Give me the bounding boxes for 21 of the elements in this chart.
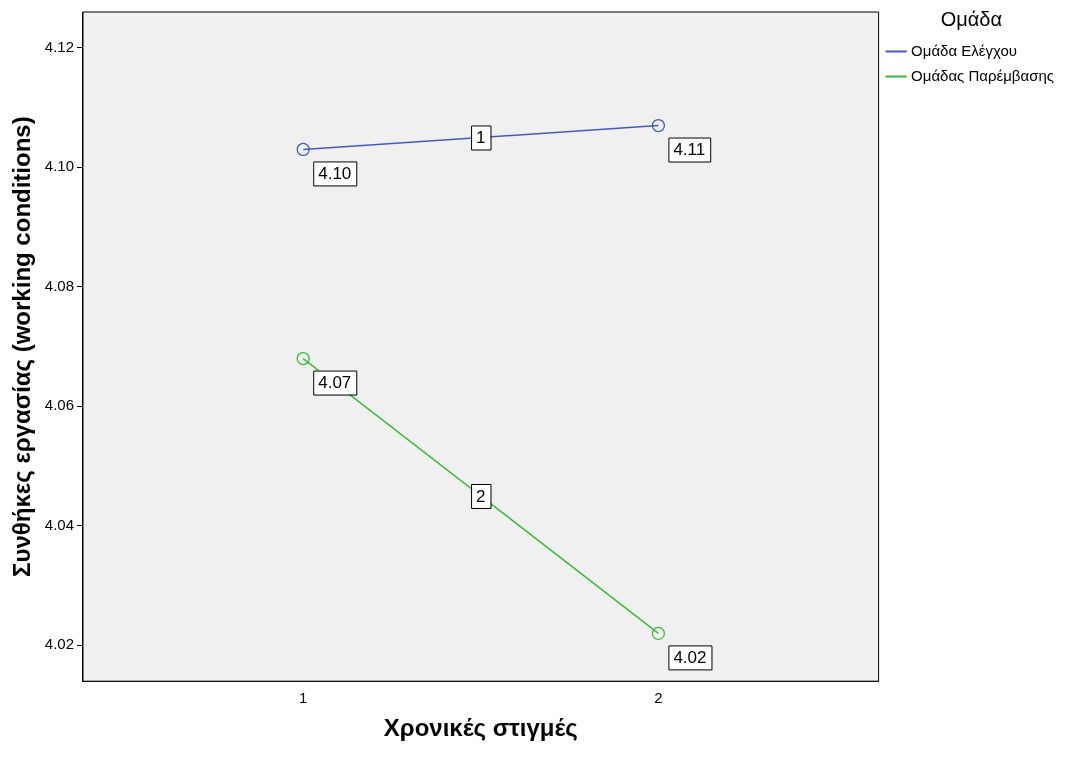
legend-label: Ομάδα Ελέγχου bbox=[911, 41, 1017, 59]
y-tick-label: 4.10 bbox=[44, 157, 74, 175]
data-label: 4.07 bbox=[318, 373, 352, 393]
data-label: 4.02 bbox=[673, 648, 707, 668]
annotation: 1 bbox=[476, 128, 486, 148]
y-tick-label: 4.12 bbox=[44, 37, 74, 55]
point bbox=[651, 118, 666, 133]
y-tick-label: 4.02 bbox=[44, 635, 74, 653]
y-axis-title: Συνθήκες εργασίας (working conditions) bbox=[8, 116, 36, 577]
legend-title: Ομάδα bbox=[940, 7, 1002, 30]
y-tick-label: 4.04 bbox=[44, 515, 74, 533]
annotation: 2 bbox=[476, 486, 486, 506]
data-label: 4.10 bbox=[318, 164, 352, 184]
point bbox=[651, 626, 666, 641]
data-label: 4.11 bbox=[673, 140, 706, 160]
y-tick-label: 4.08 bbox=[44, 276, 74, 294]
x-axis-title: Χρονικές στιγμές bbox=[383, 714, 578, 742]
point bbox=[296, 351, 310, 366]
y-tick-label: 4.06 bbox=[44, 396, 74, 414]
point bbox=[296, 142, 310, 157]
legend-label: Ομάδας Παρέμβασης bbox=[911, 66, 1055, 84]
